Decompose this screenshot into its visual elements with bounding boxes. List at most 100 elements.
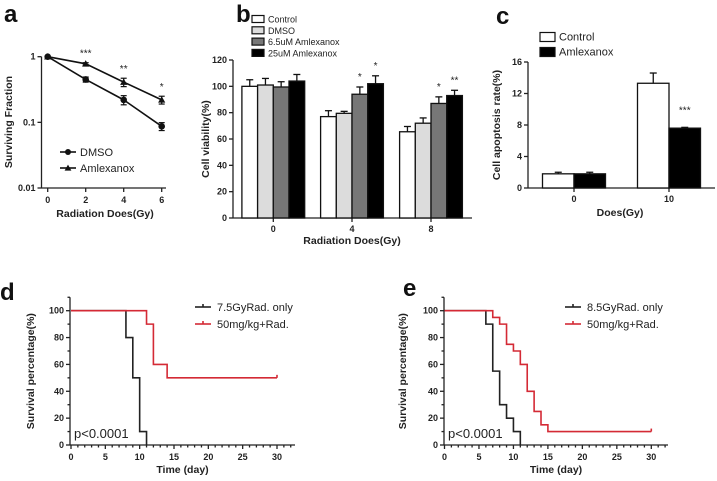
y-tick-label: 0.1 bbox=[23, 117, 36, 127]
y-tick-label: 0 bbox=[517, 183, 522, 193]
data-point bbox=[120, 96, 127, 104]
series-dmso: DMSO bbox=[44, 53, 165, 159]
y-axis-label: Survival percentage(%) bbox=[397, 313, 409, 429]
legend-label: 6.5uM Amlexanox bbox=[268, 37, 340, 47]
y-tick-label: 40 bbox=[217, 160, 227, 170]
y-tick-label: 40 bbox=[428, 386, 438, 396]
data-point bbox=[158, 96, 166, 103]
p-value: p<0.0001 bbox=[74, 426, 129, 441]
legend-swatch bbox=[539, 31, 556, 43]
x-tick-label: 0 bbox=[571, 194, 576, 204]
panel-letter: d bbox=[0, 279, 15, 306]
x-tick-label: 0 bbox=[45, 195, 50, 205]
survival-curve bbox=[71, 309, 277, 379]
y-tick-label: 0 bbox=[59, 440, 64, 450]
bar bbox=[288, 80, 306, 219]
series-line bbox=[47, 56, 163, 127]
x-axis-label: Radiation Does(Gy) bbox=[303, 235, 400, 247]
y-tick-label: 20 bbox=[217, 187, 227, 197]
bar bbox=[446, 94, 464, 219]
x-tick-label: 25 bbox=[612, 452, 622, 462]
legend-label: Amlexanox bbox=[559, 47, 614, 59]
x-tick-label: 0 bbox=[68, 452, 73, 462]
legend-label: Amlexanox bbox=[80, 163, 135, 175]
legend-label: 8.5GyRad. only bbox=[587, 302, 663, 314]
x-tick-label: 20 bbox=[203, 452, 213, 462]
significance-marker: * bbox=[374, 61, 378, 72]
x-tick-label: 5 bbox=[476, 452, 481, 462]
y-tick-label: 80 bbox=[54, 333, 64, 343]
bar bbox=[541, 173, 575, 189]
x-axis-label: Radiation Does(Gy) bbox=[56, 208, 153, 220]
bar bbox=[573, 173, 607, 189]
y-tick-label: 1 bbox=[30, 52, 35, 62]
significance-marker: * bbox=[358, 72, 362, 83]
x-tick-label: 4 bbox=[349, 224, 354, 234]
bar bbox=[668, 127, 702, 189]
significance-marker: ** bbox=[451, 75, 459, 86]
data-point bbox=[120, 78, 128, 85]
data-point bbox=[44, 53, 52, 60]
data-point bbox=[82, 60, 90, 67]
y-tick-label: 60 bbox=[54, 359, 64, 369]
y-tick-label: 100 bbox=[423, 306, 438, 316]
y-tick-label: 80 bbox=[428, 333, 438, 343]
y-axis-label: Survival percentage(%) bbox=[25, 313, 37, 429]
panel-letter: a bbox=[4, 1, 18, 28]
bar bbox=[241, 85, 259, 219]
panel-letter: c bbox=[496, 3, 509, 30]
significance-marker: *** bbox=[80, 49, 92, 60]
y-tick-label: 20 bbox=[428, 413, 438, 423]
panel-letter: b bbox=[236, 1, 251, 28]
y-tick-label: 0 bbox=[433, 440, 438, 450]
bar bbox=[367, 83, 385, 219]
series-line bbox=[47, 55, 163, 101]
x-tick-label: 4 bbox=[121, 195, 126, 205]
x-tick-label: 0 bbox=[271, 224, 276, 234]
survival-curve bbox=[444, 309, 652, 433]
legend-label: 7.5GyRad. only bbox=[217, 302, 293, 314]
series-amlexanox: Amlexanox bbox=[44, 53, 166, 175]
survival-curve bbox=[444, 309, 522, 445]
panel-e: e 0 5 10 15 20 25 30 0 20 40 60 80 100 8.5GyRad. only 5… bbox=[397, 275, 668, 476]
legend-marker bbox=[65, 149, 71, 155]
data-point bbox=[158, 123, 165, 130]
y-tick-label: 0 bbox=[222, 213, 227, 223]
legend-label: 50mg/kg+Rad. bbox=[587, 319, 659, 331]
bar bbox=[636, 82, 670, 189]
x-tick-label: 6 bbox=[159, 195, 164, 205]
y-axis-label: Cell apoptosis rate(%) bbox=[491, 70, 503, 180]
significance-marker: * bbox=[437, 82, 441, 93]
y-tick-label: 4 bbox=[517, 152, 522, 162]
panel-c: c 0 4 8 12 16 0 10 *** Control Amlexanox Does(Gy) Ce… bbox=[491, 3, 715, 219]
bar bbox=[398, 131, 416, 219]
y-tick-label: 100 bbox=[49, 306, 64, 316]
x-tick-label: 30 bbox=[646, 452, 656, 462]
bar bbox=[414, 122, 432, 219]
significance-marker: *** bbox=[679, 105, 691, 116]
x-tick-label: 8 bbox=[428, 224, 433, 234]
x-tick-label: 5 bbox=[103, 452, 108, 462]
x-tick-label: 15 bbox=[543, 452, 553, 462]
panel-d: d 0 5 10 15 20 25 30 0 20 40 60 80 100 7.5GyRad. only 5… bbox=[0, 279, 295, 476]
legend-swatch bbox=[251, 26, 265, 35]
x-tick-label: 15 bbox=[169, 452, 179, 462]
x-tick-label: 20 bbox=[577, 452, 587, 462]
x-tick-label: 10 bbox=[664, 194, 674, 204]
x-axis-label: Time (day) bbox=[530, 464, 582, 476]
x-tick-label: 10 bbox=[135, 452, 145, 462]
legend-label: 25uM Amlexanox bbox=[268, 48, 338, 58]
y-axis-label: Surviving Fraction bbox=[3, 76, 15, 168]
legend-label: 50mg/kg+Rad. bbox=[217, 319, 289, 331]
legend-label: Control bbox=[559, 32, 594, 44]
legend-swatch bbox=[251, 37, 265, 46]
p-value: p<0.0001 bbox=[448, 426, 503, 441]
y-tick-label: 16 bbox=[512, 57, 522, 67]
y-tick-label: 120 bbox=[212, 55, 227, 65]
y-tick-label: 60 bbox=[428, 359, 438, 369]
x-tick-label: 2 bbox=[83, 195, 88, 205]
significance-marker: * bbox=[160, 82, 164, 93]
y-axis-label: Cell viability(%) bbox=[200, 100, 212, 178]
y-tick-label: 8 bbox=[517, 120, 522, 130]
